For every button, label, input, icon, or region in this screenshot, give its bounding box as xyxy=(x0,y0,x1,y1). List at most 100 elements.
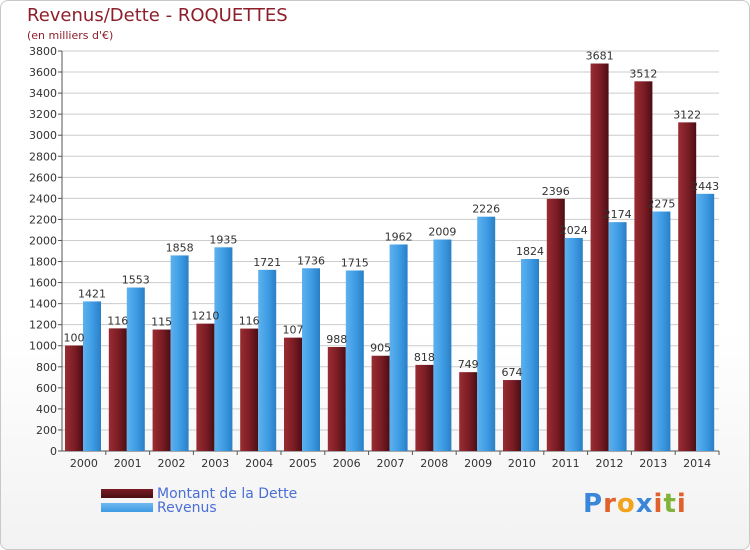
logo-letter: P xyxy=(583,489,604,519)
legend-swatch-dette xyxy=(101,489,153,498)
bar-revenus xyxy=(696,193,715,451)
x-tick-label: 2006 xyxy=(333,457,361,470)
data-label-dette: 905 xyxy=(370,342,391,355)
data-label-dette: 988 xyxy=(326,333,347,346)
data-label-revenus: 1962 xyxy=(385,230,413,243)
data-label-dette: 3681 xyxy=(586,50,614,63)
bar-dette xyxy=(590,63,609,452)
data-label-dette: 3512 xyxy=(629,67,657,80)
data-label-revenus: 2024 xyxy=(560,224,588,237)
y-tick-label: 600 xyxy=(36,382,57,395)
data-label-revenus: 1553 xyxy=(122,274,150,287)
bar-dette xyxy=(503,380,521,451)
bar-dette xyxy=(459,372,478,451)
chart-title: Revenus/Dette - ROQUETTES xyxy=(27,5,288,26)
x-tick-label: 2004 xyxy=(245,457,273,470)
x-tick-label: 2003 xyxy=(201,457,229,470)
data-label-dette: 116 xyxy=(239,315,260,328)
bar-revenus xyxy=(521,259,539,451)
data-label-revenus: 1858 xyxy=(166,241,194,254)
y-tick-label: 2800 xyxy=(29,150,57,163)
bar-dette xyxy=(108,328,127,451)
y-tick-label: 3200 xyxy=(29,108,57,121)
y-tick-label: 200 xyxy=(36,424,57,437)
y-tick-label: 3800 xyxy=(29,45,57,58)
logo-letter: r xyxy=(603,489,617,519)
logo-letter: i xyxy=(653,489,664,519)
bar-dette xyxy=(634,81,653,451)
x-tick-label: 2002 xyxy=(158,457,186,470)
bar-revenus xyxy=(170,255,189,451)
data-label-dette: 115 xyxy=(151,316,172,329)
x-tick-label: 2000 xyxy=(70,457,98,470)
y-tick-label: 1800 xyxy=(29,256,57,269)
y-tick-label: 3600 xyxy=(29,66,57,79)
bar-dette xyxy=(546,198,565,451)
y-tick-label: 2400 xyxy=(29,192,57,205)
logo-letter: o xyxy=(616,489,636,519)
data-label-revenus: 1421 xyxy=(78,287,106,300)
data-label-revenus: 2443 xyxy=(691,180,719,193)
bar-revenus xyxy=(477,216,496,451)
data-label-dette: 674 xyxy=(502,366,523,379)
x-tick-label: 2010 xyxy=(508,457,536,470)
data-label-dette: 1210 xyxy=(191,310,219,323)
bar-revenus xyxy=(433,239,452,451)
y-tick-label: 1600 xyxy=(29,277,57,290)
bar-dette xyxy=(415,364,434,451)
bar-revenus xyxy=(652,211,671,451)
bar-revenus xyxy=(258,269,277,451)
x-tick-label: 2005 xyxy=(289,457,317,470)
y-tick-label: 0 xyxy=(50,445,57,458)
y-tick-label: 800 xyxy=(36,361,57,374)
data-label-revenus: 1736 xyxy=(297,254,325,267)
y-tick-label: 2200 xyxy=(29,213,57,226)
data-label-dette: 116 xyxy=(107,314,128,327)
x-tick-label: 2009 xyxy=(464,457,492,470)
bar-dette xyxy=(678,122,697,452)
y-tick-label: 1000 xyxy=(29,340,57,353)
bar-revenus xyxy=(564,237,583,451)
bar-revenus xyxy=(126,287,145,451)
bar-revenus xyxy=(214,247,233,451)
y-tick-label: 1400 xyxy=(29,298,57,311)
data-label-dette: 2396 xyxy=(542,185,570,198)
x-tick-label: 2014 xyxy=(683,457,711,470)
data-label-revenus: 2275 xyxy=(647,198,675,211)
data-label-dette: 3122 xyxy=(673,108,701,121)
data-label-revenus: 1721 xyxy=(253,256,281,269)
x-tick-label: 2001 xyxy=(114,457,142,470)
data-label-revenus: 2226 xyxy=(472,203,500,216)
data-label-revenus: 1715 xyxy=(341,256,369,269)
bar-revenus xyxy=(83,301,101,451)
data-label-revenus: 1824 xyxy=(516,245,544,258)
chart-subtitle: (en milliers d'€) xyxy=(27,29,114,42)
data-label-revenus: 2174 xyxy=(604,208,632,221)
bar-revenus xyxy=(345,270,364,451)
bar-dette xyxy=(371,355,390,451)
bar-dette xyxy=(152,329,171,451)
logo-letter: i xyxy=(676,489,687,519)
y-tick-label: 3400 xyxy=(29,87,57,100)
x-tick-label: 2007 xyxy=(377,457,405,470)
logo-letter: x xyxy=(635,489,654,519)
legend-label-revenus: Revenus xyxy=(157,500,217,516)
data-label-dette: 818 xyxy=(414,351,435,364)
bar-dette xyxy=(65,345,83,451)
bar-dette xyxy=(284,337,302,451)
logo-letter: t xyxy=(663,489,677,519)
data-label-dette: 100 xyxy=(64,332,85,345)
data-label-dette: 107 xyxy=(283,324,304,337)
data-label-revenus: 2009 xyxy=(428,226,456,239)
legend-label-dette: Montant de la Dette xyxy=(157,486,298,502)
legend-swatch-revenus xyxy=(101,503,153,512)
y-tick-label: 400 xyxy=(36,403,57,416)
bar-revenus xyxy=(608,222,627,451)
y-tick-label: 1200 xyxy=(29,319,57,332)
y-tick-label: 2600 xyxy=(29,171,57,184)
bar-dette xyxy=(240,328,259,451)
x-tick-label: 2011 xyxy=(552,457,580,470)
x-tick-label: 2013 xyxy=(639,457,667,470)
